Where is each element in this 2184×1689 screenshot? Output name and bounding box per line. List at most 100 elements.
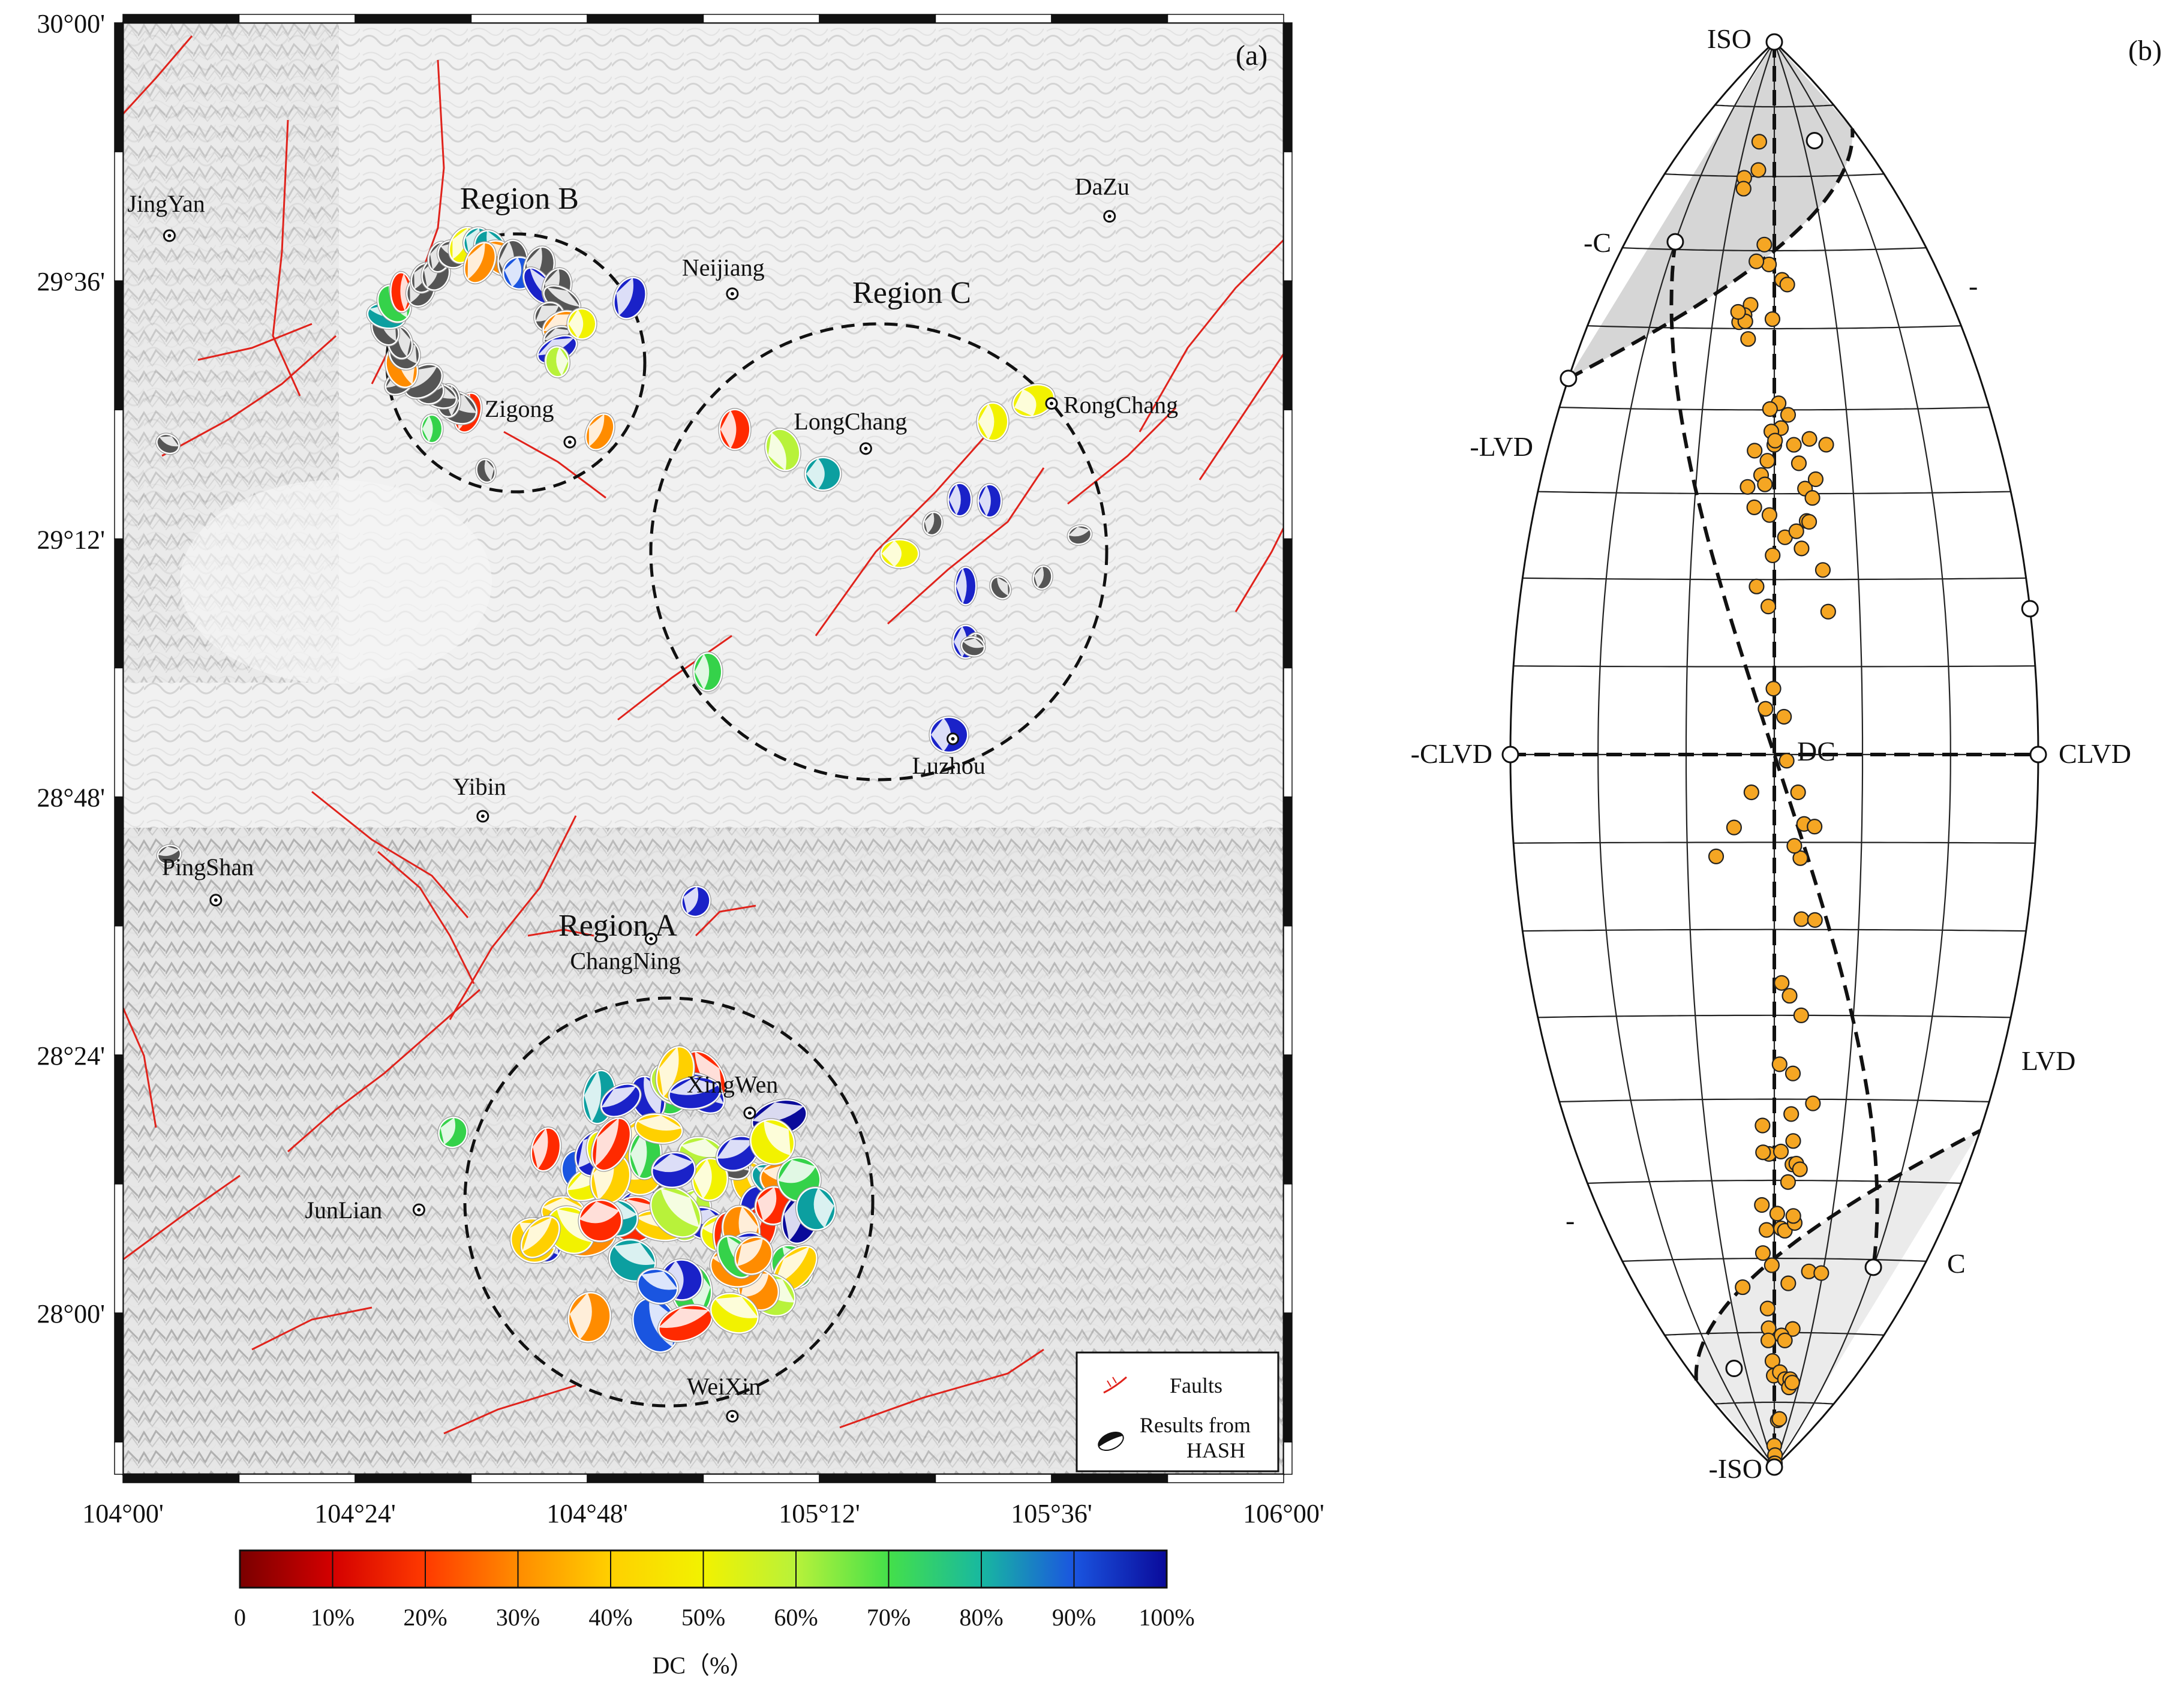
focal-mechanism: [156, 844, 182, 865]
lune-parallel: [1714, 1401, 1834, 1405]
source-type-point: [1755, 1245, 1771, 1261]
source-type-point: [1749, 578, 1765, 594]
lune-shaded-regions: [1568, 42, 1981, 1467]
source-type-point: [1755, 1117, 1771, 1134]
map-border-ticks: [114, 14, 1293, 1483]
panel-a-label: (a): [1236, 40, 1267, 71]
label-minus-lvd: -LVD: [1470, 431, 1533, 462]
focal-mechanism: [691, 1157, 729, 1202]
source-type-point: [1786, 437, 1802, 453]
city-label: JunLian: [305, 1197, 382, 1224]
focal-mechanism: [1032, 564, 1053, 591]
colorbar-tick-label: 30%: [496, 1604, 540, 1631]
fault-line: [311, 791, 469, 918]
city-label: WeiXin: [687, 1373, 761, 1400]
source-type-point: [1749, 253, 1765, 269]
source-type-point: [1765, 681, 1782, 697]
colorbar-tick-label: 70%: [867, 1604, 911, 1631]
lune-marker: [1806, 131, 1823, 149]
source-type-point: [1777, 1332, 1793, 1348]
city-label: Yibin: [453, 773, 506, 800]
focal-mechanism: [977, 483, 1003, 519]
source-type-point: [1794, 911, 1810, 927]
focal-mechanism: [649, 1185, 702, 1239]
region-circle: [649, 322, 1108, 782]
focal-mechanism: [600, 1083, 642, 1119]
source-type-point: [1746, 499, 1762, 515]
focal-mechanism: [922, 510, 944, 537]
faults: [123, 35, 1284, 1435]
lon-tick-label: 104°48': [546, 1499, 628, 1528]
dc-colorbar: 0 10% 20% 30% 40% 50% 60% 70% 80% 90% 100% DC（%）: [234, 1549, 1195, 1679]
city-label: DaZu: [1075, 173, 1129, 200]
source-type-point: [1762, 401, 1778, 417]
focal-mechanism: [954, 566, 978, 606]
region-label: Region C: [852, 276, 971, 310]
focal-mechanism: [567, 1291, 612, 1344]
focal-mechanism: [1067, 524, 1093, 546]
hash-legend-icon: [1098, 1431, 1124, 1451]
fault-line: [197, 323, 313, 361]
fault-legend-symbol: [1103, 1376, 1127, 1394]
city-label: JingYan: [127, 190, 205, 217]
focal-mechanism: [749, 1118, 796, 1166]
source-type-point: [1794, 540, 1810, 557]
lune-marker: [1560, 369, 1578, 387]
label-minus-clvd: -CLVD: [1411, 738, 1492, 769]
label-dash-lower-left: -: [1566, 1205, 1575, 1236]
label-c: C: [1947, 1248, 1966, 1279]
colorbar-tick-label: 10%: [311, 1604, 355, 1631]
focal-mechanism: [718, 408, 752, 451]
label-dash-upper-right: -: [1969, 271, 1978, 301]
focal-mechanism: [989, 575, 1012, 600]
fault-line: [617, 635, 732, 721]
focal-mechanism: [590, 1117, 632, 1172]
source-type-point: [1807, 912, 1823, 928]
source-type-point: [1774, 975, 1790, 991]
lune-marker: [1765, 33, 1783, 51]
source-type-point: [1708, 848, 1725, 864]
source-type-point: [1735, 181, 1752, 197]
map-legend: Faults Results from HASH: [1076, 1351, 1279, 1472]
lat-tick-label: 30°00': [37, 9, 105, 38]
focal-mechanism: [420, 413, 444, 444]
lune-marker: [2029, 746, 2047, 764]
colorbar-tick-label: 40%: [588, 1604, 632, 1631]
region-label: Region A: [558, 909, 677, 943]
fault-line: [449, 815, 577, 1020]
source-type-point: [1773, 1143, 1789, 1159]
focal-mechanism: [879, 538, 920, 569]
focal-mechanism: [578, 1198, 623, 1243]
lune-marker: [1765, 1458, 1783, 1476]
latitude-tick-labels: 30°00' 29°36' 29°12' 28°48' 28°24' 28°00': [37, 9, 105, 1329]
focal-mechanism: [680, 885, 711, 918]
focal-mechanism: [668, 1075, 722, 1111]
city-label: Zigong: [485, 395, 554, 422]
lat-tick-label: 29°12': [37, 525, 105, 554]
lune-panel: (b) ISO -ISO -CLVD CLVD DC -C C -LVD LVD…: [1411, 23, 2162, 1484]
map-panel: Region A Region B Region C JingYan DaZu Neij…: [37, 9, 1324, 1679]
focal-mechanism: [960, 636, 986, 657]
source-type-point: [1780, 1174, 1796, 1190]
focal-mechanism: [804, 456, 842, 492]
lune-marker: [2021, 600, 2039, 618]
fault-line: [272, 119, 301, 396]
region-circle: [463, 996, 875, 1408]
focal-mechanism: [1011, 383, 1056, 418]
source-type-point: [1755, 1144, 1771, 1161]
fault-line: [815, 437, 985, 636]
colorbar-tick-label: 0: [234, 1604, 246, 1631]
lat-tick-label: 28°48': [37, 783, 105, 813]
source-type-point: [1756, 236, 1773, 253]
fault-line: [161, 335, 337, 457]
source-type-point: [1760, 1332, 1777, 1348]
city-label: ChangNing: [570, 947, 680, 974]
fault-line: [839, 1348, 1044, 1429]
city-label: RongChang: [1064, 392, 1178, 419]
focal-mechanism: [650, 1151, 696, 1189]
focal-mechanism: [519, 1215, 561, 1259]
source-type-point: [1759, 453, 1776, 469]
legend-hash-line2: HASH: [1186, 1438, 1245, 1462]
panel-b-label: (b): [2128, 35, 2162, 67]
